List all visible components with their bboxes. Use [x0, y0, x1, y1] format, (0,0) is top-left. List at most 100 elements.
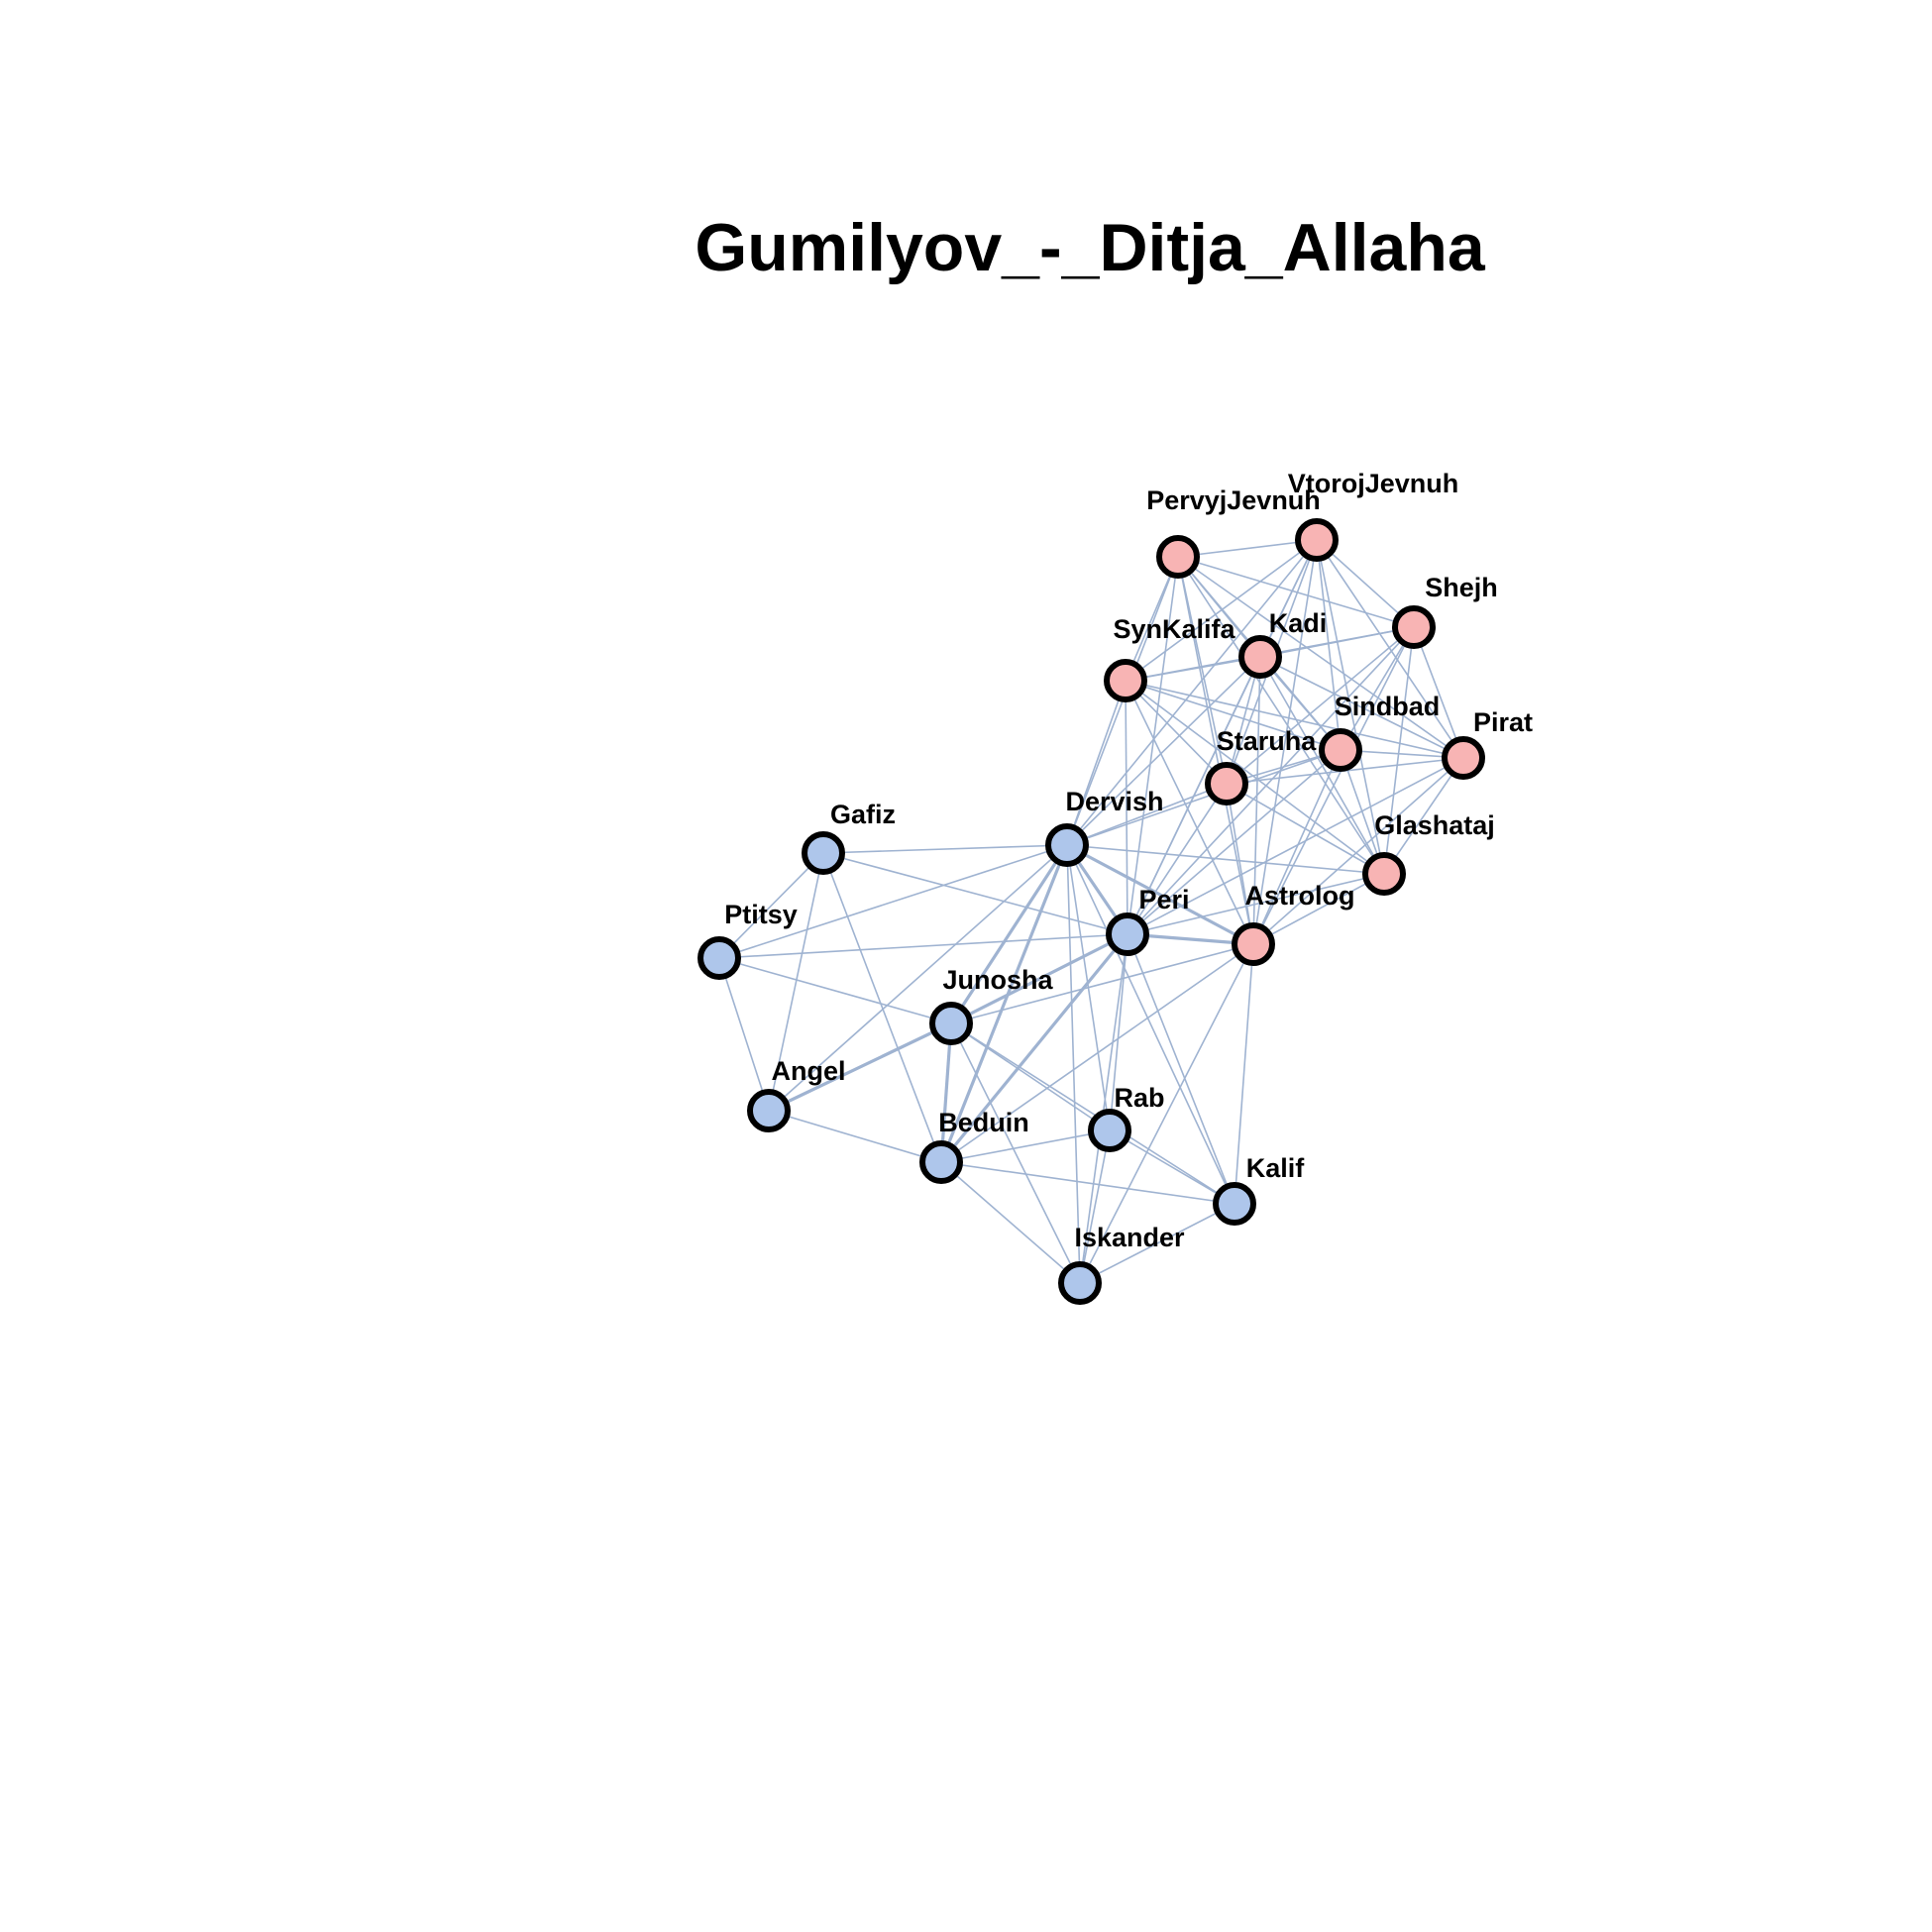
edge-pirat-glashataj	[1383, 757, 1464, 875]
node-label-iskander: Iskander	[1074, 1223, 1185, 1252]
edge-vtorojjevnuh-glashataj	[1316, 539, 1385, 875]
node-sindbad[interactable]	[1319, 728, 1362, 772]
node-label-ptitsy: Ptitsy	[724, 900, 798, 929]
node-kadi[interactable]	[1238, 635, 1282, 679]
edge-beduin-kalif	[940, 1161, 1235, 1205]
node-label-kadi: Kadi	[1269, 608, 1328, 638]
edge-astrolog-iskander	[1079, 943, 1254, 1284]
edge-glashataj-peri	[1127, 873, 1385, 935]
node-junosha[interactable]	[929, 1002, 973, 1045]
edge-shejh-pirat	[1413, 626, 1464, 759]
node-kalif[interactable]	[1213, 1182, 1256, 1226]
edge-pervyjjevnuh-synkalifa	[1125, 556, 1179, 682]
edge-staruha-glashataj	[1226, 783, 1385, 875]
node-pirat[interactable]	[1442, 736, 1485, 780]
node-vtorojjevnuh[interactable]	[1295, 518, 1339, 562]
edge-synkalifa-glashataj	[1125, 680, 1385, 875]
edge-gafiz-ptitsy	[718, 852, 824, 959]
edge-junosha-rab	[950, 1022, 1111, 1131]
node-staruha[interactable]	[1205, 762, 1248, 805]
node-label-vtorojjevnuh: VtorojJevnuh	[1288, 469, 1459, 498]
node-label-kalif: Kalif	[1246, 1153, 1306, 1183]
edge-glashataj-astrolog	[1252, 873, 1385, 945]
edge-synkalifa-astrolog	[1125, 680, 1254, 945]
edge-staruha-peri	[1127, 783, 1228, 935]
edge-dervish-ptitsy	[718, 844, 1068, 959]
edge-synkalifa-staruha	[1125, 680, 1228, 785]
node-beduin[interactable]	[919, 1140, 963, 1184]
node-rab[interactable]	[1088, 1109, 1131, 1152]
edge-peri-junosha	[950, 932, 1128, 1025]
node-label-beduin: Beduin	[938, 1108, 1029, 1137]
edge-kadi-pirat	[1259, 656, 1464, 759]
node-label-sindbad: Sindbad	[1335, 692, 1441, 721]
edge-ptitsy-angel	[718, 957, 770, 1112]
edge-rab-iskander	[1079, 1129, 1111, 1284]
edge-sindbad-astrolog	[1252, 749, 1342, 945]
node-label-shejh: Shejh	[1425, 573, 1498, 602]
edge-dervish-beduin	[939, 844, 1069, 1163]
edge-astrolog-beduin	[940, 943, 1254, 1163]
node-peri[interactable]	[1106, 912, 1149, 956]
edge-staruha-dervish	[1066, 783, 1228, 846]
node-label-pirat: Pirat	[1473, 707, 1533, 737]
node-label-rab: Rab	[1114, 1083, 1164, 1113]
edge-staruha-astrolog	[1226, 783, 1254, 945]
node-label-astrolog: Astrolog	[1245, 881, 1355, 911]
node-synkalifa[interactable]	[1104, 659, 1147, 702]
edge-shejh-sindbad	[1340, 626, 1415, 751]
edge-vtorojjevnuh-dervish	[1066, 539, 1318, 846]
edge-synkalifa-pirat	[1125, 680, 1464, 759]
edge-sindbad-peri	[1127, 749, 1342, 935]
edge-vtorojjevnuh-synkalifa	[1125, 539, 1318, 682]
node-gafiz[interactable]	[802, 831, 845, 875]
edge-pervyjjevnuh-glashataj	[1177, 556, 1385, 875]
edge-astrolog-dervish	[1066, 843, 1254, 946]
edge-pirat-astrolog	[1252, 757, 1464, 945]
node-dervish[interactable]	[1045, 823, 1089, 867]
edge-synkalifa-peri	[1125, 680, 1128, 935]
node-angel[interactable]	[747, 1089, 791, 1132]
edge-pervyjjevnuh-vtorojjevnuh	[1177, 539, 1318, 558]
edge-junosha-angel	[768, 1021, 952, 1113]
node-label-angel: Angel	[771, 1056, 845, 1086]
node-layer	[698, 518, 1485, 1305]
edge-vtorojjevnuh-astrolog	[1252, 539, 1318, 945]
edge-vtorojjevnuh-pirat	[1316, 539, 1464, 759]
edge-layer	[718, 539, 1464, 1284]
edge-ptitsy-junosha	[718, 957, 952, 1024]
edge-angel-beduin	[768, 1110, 942, 1163]
edge-dervish-iskander	[1066, 844, 1081, 1284]
edge-pervyjjevnuh-pirat	[1177, 556, 1464, 759]
edge-peri-beduin	[939, 932, 1129, 1164]
edge-gafiz-angel	[768, 852, 824, 1112]
edge-junosha-iskander	[950, 1022, 1081, 1284]
edge-vtorojjevnuh-sindbad	[1316, 539, 1342, 751]
edge-peri-gafiz	[822, 852, 1128, 935]
edge-dervish-junosha	[949, 844, 1069, 1024]
node-glashataj[interactable]	[1362, 852, 1406, 896]
edge-pervyjjevnuh-peri	[1127, 556, 1179, 935]
node-shejh[interactable]	[1392, 605, 1436, 649]
node-ptitsy[interactable]	[698, 936, 741, 980]
edge-glashataj-dervish	[1066, 844, 1385, 875]
node-astrolog[interactable]	[1232, 922, 1275, 966]
node-label-staruha: Staruha	[1217, 726, 1318, 756]
edge-gafiz-beduin	[822, 852, 942, 1163]
node-label-glashataj: Glashataj	[1374, 810, 1495, 840]
node-label-junosha: Junosha	[942, 965, 1053, 995]
edge-kalif-iskander	[1079, 1203, 1235, 1284]
edge-dervish-kalif	[1066, 844, 1235, 1205]
edge-kadi-dervish	[1066, 656, 1261, 846]
edge-dervish-rab	[1066, 844, 1111, 1131]
node-label-peri: Peri	[1138, 885, 1189, 914]
edge-kadi-staruha	[1226, 656, 1261, 785]
edge-beduin-rab	[940, 1129, 1111, 1163]
edge-synkalifa-dervish	[1066, 680, 1127, 846]
node-iskander[interactable]	[1058, 1261, 1102, 1305]
node-label-dervish: Dervish	[1065, 787, 1163, 816]
edge-peri-kalif	[1127, 933, 1235, 1205]
node-pervyjjevnuh[interactable]	[1156, 535, 1200, 579]
